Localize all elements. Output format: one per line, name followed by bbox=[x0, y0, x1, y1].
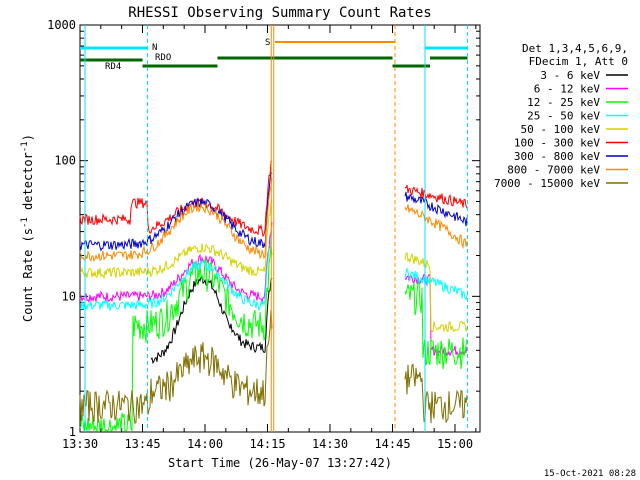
series-2 bbox=[79, 245, 468, 433]
series-line-post bbox=[404, 251, 468, 333]
legend-label-2: 12 - 25 keV bbox=[527, 96, 600, 109]
y-tick-label: 1 bbox=[69, 425, 76, 439]
y-tick-label: 1000 bbox=[47, 18, 76, 32]
legend-header-line-1: Det 1,3,4,5,6,9, bbox=[522, 42, 628, 55]
legend-label-6: 300 - 800 keV bbox=[514, 150, 600, 163]
legend-label-4: 50 - 100 keV bbox=[521, 123, 601, 136]
series-8 bbox=[79, 309, 468, 424]
x-tick-label: 14:45 bbox=[374, 437, 410, 451]
series-line-pre bbox=[150, 275, 273, 365]
series-line-post bbox=[404, 184, 468, 209]
legend-label-3: 25 - 50 keV bbox=[527, 110, 600, 123]
x-tick-label: 13:30 bbox=[62, 437, 98, 451]
legend-label-7: 800 - 7000 keV bbox=[507, 164, 600, 177]
y-axis-label: Count Rate (s-1 detector-1) bbox=[20, 134, 35, 322]
rdo-label: RDO bbox=[155, 53, 171, 63]
series-line-pre bbox=[79, 200, 273, 280]
night-label: N bbox=[152, 43, 157, 53]
x-tick-label: 14:30 bbox=[312, 437, 348, 451]
series-line-post bbox=[404, 204, 468, 250]
legend-label-5: 100 - 300 keV bbox=[514, 137, 600, 150]
y-tick-label: 100 bbox=[54, 154, 76, 168]
series-line-pre bbox=[79, 160, 273, 238]
y-tick-label: 10 bbox=[62, 289, 76, 303]
x-tick-label: 13:45 bbox=[124, 437, 160, 451]
plot-frame bbox=[79, 24, 481, 433]
chart-title: RHESSI Observing Summary Count Rates bbox=[128, 5, 431, 21]
series-4 bbox=[79, 200, 468, 333]
series-line-pre bbox=[79, 245, 273, 433]
x-axis-label: Start Time (26-May-07 13:27:42) bbox=[168, 456, 392, 470]
series-line-post bbox=[404, 266, 468, 301]
legend-label-8: 7000 - 15000 keV bbox=[494, 177, 600, 190]
legend-label-1: 6 - 12 keV bbox=[534, 83, 601, 96]
series-5 bbox=[79, 160, 468, 238]
series-line-pre bbox=[79, 225, 273, 312]
x-tick-label: 14:00 bbox=[187, 437, 223, 451]
series-line-post bbox=[404, 363, 468, 424]
series-3 bbox=[79, 225, 468, 312]
rd4-label: RD4 bbox=[105, 62, 121, 72]
series-line-pre bbox=[79, 222, 273, 304]
x-tick-label: 14:15 bbox=[249, 437, 285, 451]
footer-date: 15-Oct-2021 08:28 bbox=[544, 469, 636, 479]
series-0 bbox=[150, 275, 273, 365]
legend-label-0: 3 - 6 keV bbox=[540, 69, 600, 82]
plot-area: 1 10 100 1000 13:30 13:45 14:00 14:15 14:30 14:45… bbox=[47, 18, 481, 451]
series-7 bbox=[79, 177, 468, 263]
series-line-pre bbox=[79, 309, 273, 424]
legend-header-line-2: FDecim 1, Att 0 bbox=[529, 55, 628, 68]
x-tick-label: 15:00 bbox=[437, 437, 473, 451]
series-line-post bbox=[404, 191, 468, 227]
saa-label: S bbox=[265, 38, 270, 48]
series-line-post bbox=[404, 281, 468, 370]
series-line-pre bbox=[79, 177, 273, 263]
